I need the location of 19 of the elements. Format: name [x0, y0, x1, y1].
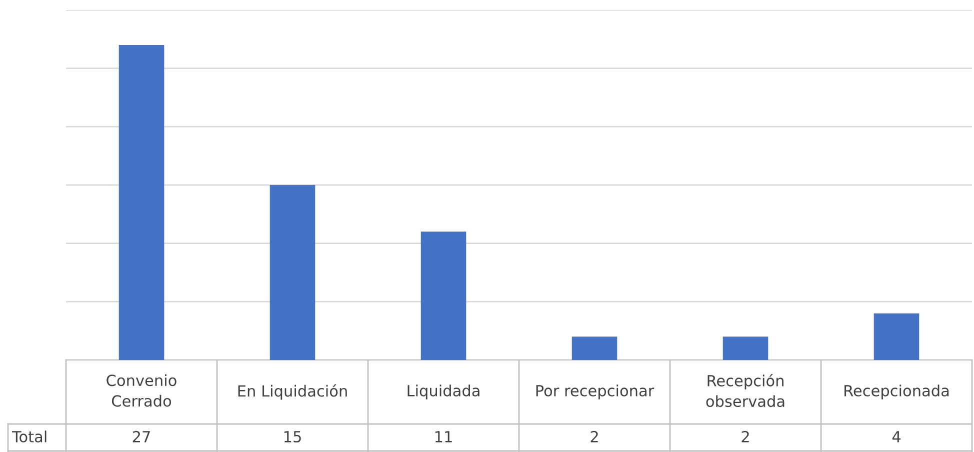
x-tick-label: Recepcionada [844, 384, 949, 400]
x-tick-label: Convenio Cerrado [106, 374, 176, 407]
bar [722, 336, 768, 360]
data-label: 2 [590, 430, 598, 442]
bar [270, 185, 316, 360]
bar [572, 336, 618, 360]
data-label: 15 [284, 431, 301, 442]
data-label: 27 [132, 430, 150, 442]
data-label: 4 [892, 431, 901, 442]
bar [420, 232, 466, 360]
x-tick-label: Recepción observada [706, 374, 784, 408]
data-label: 11 [435, 431, 452, 442]
text: Total [12, 430, 46, 442]
x-tick-label: Liquidada [408, 384, 480, 400]
bar [118, 45, 164, 360]
x-tick-label: Por recepcionar [536, 384, 654, 400]
data-label: 2 [742, 430, 749, 442]
bar [874, 313, 920, 360]
x-tick-label: En Liquidación [238, 384, 347, 400]
